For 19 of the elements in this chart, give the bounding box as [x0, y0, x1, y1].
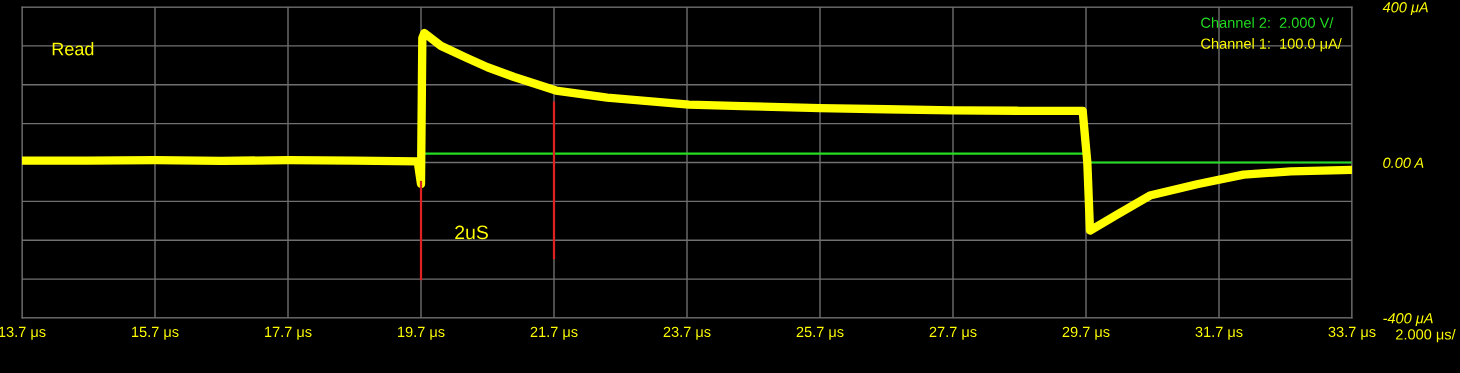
x-tick-label: 33.7 μs: [1328, 326, 1376, 340]
x-tick-label: 23.7 μs: [663, 326, 711, 340]
x-tick-label: 13.7 μs: [0, 326, 46, 340]
annotation: 2uS: [455, 225, 488, 240]
y-tick-label: -400 μA: [1383, 313, 1433, 327]
y-tick-label: 400 μA: [1382, 2, 1428, 16]
x-tick-label: 31.7 μs: [1195, 326, 1243, 340]
y-tick-label: 0.00 A: [1383, 157, 1424, 168]
text: Channel 2: 2.000 V/: [1201, 17, 1334, 28]
x-tick-label: 21.7 μs: [530, 326, 578, 340]
x-tick-label: 15.7 μs: [132, 326, 179, 340]
x-tick-label: 17.7 μs: [265, 326, 312, 340]
x-tick-label: 27.7 μs: [929, 326, 977, 340]
x-tick-label: 25.7 μs: [796, 326, 844, 340]
text: Channel 1: 100.0 μA/: [1201, 38, 1342, 52]
x-tick-label: 19.7 μs: [398, 326, 445, 340]
annotation: Read: [52, 42, 94, 56]
x-tick-label: 29.7 μs: [1062, 326, 1110, 340]
text: 2.000 μs/: [1396, 328, 1456, 343]
